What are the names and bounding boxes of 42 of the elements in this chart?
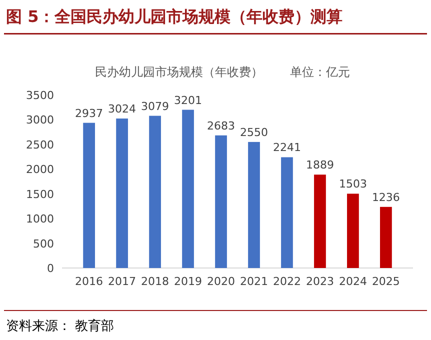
y-tick-label: 2000 <box>26 163 54 176</box>
data-label: 2683 <box>207 119 236 132</box>
x-tick-label: 2021 <box>240 275 268 288</box>
y-tick-label: 0 <box>47 262 54 275</box>
y-tick-label: 3000 <box>26 114 54 127</box>
x-tick-label: 2019 <box>174 275 202 288</box>
data-label: 1889 <box>306 158 334 172</box>
x-tick-label: 2025 <box>372 275 400 288</box>
bar <box>281 157 293 268</box>
data-label: 2241 <box>272 141 301 154</box>
data-label: 1503 <box>338 178 367 191</box>
y-tick-label: 3500 <box>26 89 54 102</box>
bar <box>116 118 128 268</box>
bar <box>314 174 326 268</box>
x-tick-label: 2022 <box>272 275 301 288</box>
bar <box>83 122 95 268</box>
y-tick-label: 1500 <box>26 188 54 201</box>
y-tick-label: 500 <box>33 237 54 250</box>
bar <box>248 142 260 268</box>
chart-subtitle: 民办幼儿园市场规模（年收费） <box>95 65 263 79</box>
data-label: 1236 <box>372 190 400 204</box>
bar <box>215 135 227 268</box>
x-tick-label: 2016 <box>75 275 104 288</box>
x-tick-label: 2023 <box>306 275 334 288</box>
bar <box>380 206 392 268</box>
data-label: 2550 <box>240 126 268 139</box>
text: 单位：亿元 <box>290 65 350 79</box>
text: 资料来源： 教育部 <box>6 318 114 334</box>
data-label: 3024 <box>108 102 136 116</box>
y-tick-label: 2500 <box>26 138 54 152</box>
y-tick-label: 1000 <box>26 212 54 226</box>
bar <box>347 194 359 268</box>
x-tick-label: 2024 <box>338 275 367 288</box>
chart-title: 图 5：全国民办幼儿园市场规模（年收费）测算 <box>6 7 343 26</box>
x-tick-label: 2018 <box>141 275 170 288</box>
data-label: 2937 <box>75 106 104 120</box>
data-label: 3201 <box>174 94 202 107</box>
x-tick-label: 2020 <box>207 275 236 288</box>
bar <box>149 116 161 268</box>
data-label: 3079 <box>141 100 170 113</box>
x-tick-label: 2017 <box>108 275 136 288</box>
bar <box>182 110 194 268</box>
